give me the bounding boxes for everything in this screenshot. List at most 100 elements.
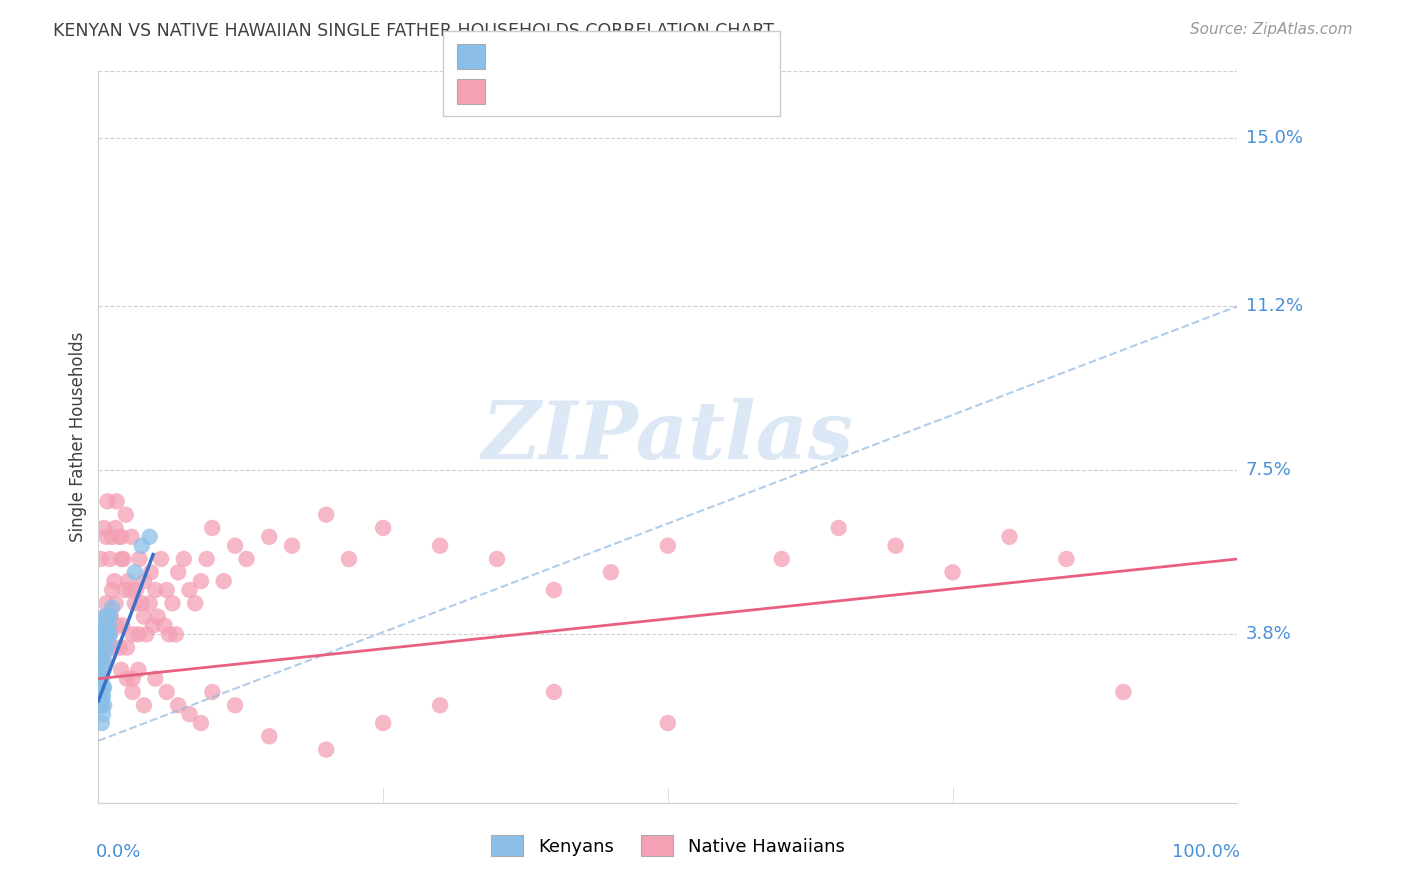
- Point: [104, 596, 127, 610]
- Point: [201, 521, 224, 535]
- Point: [145, 672, 167, 686]
- Point: [259, 530, 281, 544]
- Text: 104: 104: [626, 83, 661, 101]
- Point: [90, 640, 112, 655]
- Point: [91, 618, 114, 632]
- Point: [96, 596, 118, 610]
- Point: [89, 663, 111, 677]
- Point: [111, 618, 134, 632]
- Point: [131, 596, 153, 610]
- Point: [120, 530, 142, 544]
- Point: [105, 494, 128, 508]
- Text: N =: N =: [591, 83, 627, 101]
- Point: [315, 742, 337, 756]
- Text: 7.5%: 7.5%: [1246, 461, 1292, 479]
- Point: [90, 698, 112, 713]
- Text: 0.0%: 0.0%: [96, 843, 142, 861]
- Text: Source: ZipAtlas.com: Source: ZipAtlas.com: [1189, 22, 1353, 37]
- Point: [486, 552, 509, 566]
- Point: [884, 539, 907, 553]
- Point: [90, 681, 112, 695]
- Point: [96, 494, 118, 508]
- Point: [173, 552, 195, 566]
- Point: [114, 582, 136, 597]
- Point: [121, 627, 143, 641]
- Text: 0.195: 0.195: [531, 83, 583, 101]
- Point: [93, 654, 115, 668]
- Text: R =: R =: [496, 47, 533, 65]
- Point: [101, 530, 124, 544]
- Point: [96, 627, 118, 641]
- Point: [543, 582, 565, 597]
- Point: [94, 645, 117, 659]
- Point: [90, 654, 112, 668]
- Text: R =: R =: [496, 83, 533, 101]
- Point: [90, 685, 112, 699]
- Text: 100.0%: 100.0%: [1171, 843, 1240, 861]
- Point: [124, 566, 146, 580]
- Point: [125, 582, 148, 597]
- Text: 0.347: 0.347: [531, 47, 585, 65]
- Point: [127, 663, 149, 677]
- Point: [101, 600, 124, 615]
- Point: [90, 672, 112, 686]
- Point: [91, 663, 114, 677]
- Point: [93, 627, 115, 641]
- Point: [91, 681, 114, 695]
- Point: [179, 582, 201, 597]
- Point: [124, 596, 146, 610]
- Point: [942, 566, 965, 580]
- Point: [104, 521, 127, 535]
- Point: [828, 521, 851, 535]
- Point: [93, 521, 115, 535]
- Point: [212, 574, 235, 589]
- Point: [128, 552, 150, 566]
- Point: [337, 552, 360, 566]
- Point: [97, 618, 120, 632]
- Point: [657, 716, 679, 731]
- Point: [235, 552, 257, 566]
- Point: [98, 609, 121, 624]
- Point: [96, 618, 118, 632]
- Point: [135, 627, 157, 641]
- Point: [110, 530, 132, 544]
- Text: 3.8%: 3.8%: [1246, 625, 1291, 643]
- Point: [156, 685, 179, 699]
- Point: [770, 552, 793, 566]
- Point: [127, 627, 149, 641]
- Point: [121, 685, 143, 699]
- Point: [429, 698, 451, 713]
- Point: [115, 640, 138, 655]
- Point: [184, 596, 207, 610]
- Point: [105, 618, 128, 632]
- Point: [142, 618, 165, 632]
- Point: [93, 698, 115, 713]
- Point: [103, 640, 125, 655]
- Point: [96, 530, 118, 544]
- Point: [157, 627, 180, 641]
- Point: [90, 663, 112, 677]
- Point: [195, 552, 218, 566]
- Point: [1054, 552, 1078, 566]
- Point: [190, 716, 212, 731]
- Point: [112, 552, 135, 566]
- Point: [132, 574, 155, 589]
- Point: [138, 530, 160, 544]
- Point: [224, 539, 246, 553]
- Text: N =: N =: [591, 47, 627, 65]
- Point: [103, 574, 125, 589]
- Point: [89, 654, 111, 668]
- Point: [94, 627, 117, 641]
- Point: [108, 530, 131, 544]
- Point: [108, 640, 131, 655]
- Point: [259, 729, 281, 743]
- Point: [114, 508, 136, 522]
- Point: [94, 627, 117, 641]
- Point: [91, 707, 114, 722]
- Point: [146, 609, 169, 624]
- Point: [139, 566, 162, 580]
- Point: [167, 566, 190, 580]
- Point: [429, 539, 451, 553]
- Point: [93, 618, 115, 632]
- Point: [371, 521, 394, 535]
